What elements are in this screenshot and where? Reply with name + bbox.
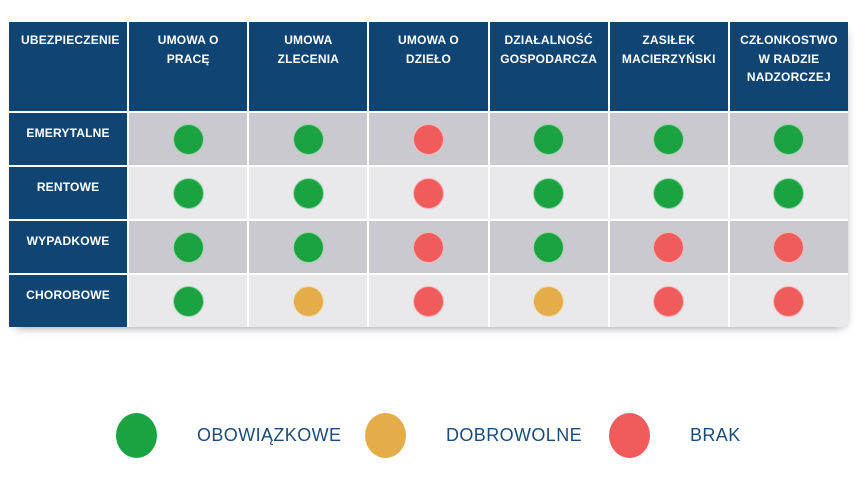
- status-dot-brak: [412, 285, 444, 317]
- cell-chorobowe-col6: [729, 275, 848, 327]
- status-dot-obowiazkowe: [773, 123, 805, 155]
- row-header-wypadkowe: WYPADKOWE: [9, 221, 128, 273]
- cell-emerytalne-col6: [729, 113, 848, 165]
- cell-rentowe-col5: [609, 167, 728, 219]
- column-header-5: ZASIŁEK MACIERZYŃSKI: [609, 22, 728, 111]
- status-dot-obowiazkowe: [653, 177, 685, 209]
- status-dot-obowiazkowe: [292, 231, 324, 263]
- column-header-3: UMOWA O DZIEŁO: [369, 22, 488, 111]
- row-header-emerytalne: EMERYTALNE: [9, 113, 128, 165]
- cell-chorobowe-col1: [129, 275, 248, 327]
- cell-chorobowe-col3: [369, 275, 488, 327]
- cell-wypadkowe-col5: [609, 221, 728, 273]
- legend-dot-brak: [609, 412, 650, 458]
- status-dot-dobrowolne: [292, 285, 324, 317]
- status-dot-obowiazkowe: [172, 285, 204, 317]
- status-dot-brak: [653, 285, 685, 317]
- legend-label-dobrowolne: DOBROWOLNE: [446, 424, 583, 445]
- legend-item-obowiazkowe: OBOWIĄZKOWE: [116, 412, 341, 458]
- cell-rentowe-col2: [249, 167, 368, 219]
- status-dot-obowiazkowe: [172, 123, 204, 155]
- row-header-rentowe: RENTOWE: [9, 167, 128, 219]
- status-dot-brak: [773, 285, 805, 317]
- column-header-4: DZIAŁALNOŚĆ GOSPODARCZA: [489, 22, 608, 111]
- cell-rentowe-col3: [369, 167, 488, 219]
- cell-rentowe-col6: [729, 167, 848, 219]
- cell-chorobowe-col4: [489, 275, 608, 327]
- legend-dot-obowiazkowe: [116, 412, 157, 458]
- legend-label-obowiazkowe: OBOWIĄZKOWE: [197, 424, 342, 445]
- status-dot-obowiazkowe: [773, 177, 805, 209]
- status-dot-obowiazkowe: [533, 231, 565, 263]
- cell-wypadkowe-col2: [249, 221, 368, 273]
- legend-item-dobrowolne: DOBROWOLNE: [365, 412, 582, 458]
- legend-dot-dobrowolne: [365, 412, 406, 458]
- status-dot-brak: [773, 231, 805, 263]
- cell-rentowe-col4: [489, 167, 608, 219]
- status-dot-dobrowolne: [533, 285, 565, 317]
- legend-item-brak: BRAK: [609, 412, 741, 458]
- cell-emerytalne-col3: [369, 113, 488, 165]
- cell-chorobowe-col5: [609, 275, 728, 327]
- status-dot-obowiazkowe: [533, 177, 565, 209]
- cell-emerytalne-col5: [609, 113, 728, 165]
- status-dot-obowiazkowe: [172, 231, 204, 263]
- row-header-chorobowe: CHOROBOWE: [9, 275, 128, 327]
- status-dot-brak: [653, 231, 685, 263]
- status-dot-obowiazkowe: [172, 177, 204, 209]
- legend: OBOWIĄZKOWE DOBROWOLNE BRAK: [0, 412, 866, 460]
- table-corner-header: UBEZPIECZENIE: [9, 22, 128, 111]
- legend-label-brak: BRAK: [690, 424, 741, 445]
- cell-wypadkowe-col1: [129, 221, 248, 273]
- status-dot-obowiazkowe: [292, 123, 324, 155]
- cell-chorobowe-col2: [249, 275, 368, 327]
- cell-emerytalne-col2: [249, 113, 368, 165]
- column-header-2: UMOWA ZLECENIA: [249, 22, 368, 111]
- column-header-6: CZŁONKOSTWO W RADZIE NADZORCZEJ: [729, 22, 848, 111]
- cell-rentowe-col1: [129, 167, 248, 219]
- insurance-matrix-table: UBEZPIECZENIE UMOWA O PRACĘ UMOWA ZLECENI…: [9, 22, 848, 327]
- status-dot-obowiazkowe: [533, 123, 565, 155]
- status-dot-brak: [412, 231, 444, 263]
- cell-wypadkowe-col6: [729, 221, 848, 273]
- cell-wypadkowe-col3: [369, 221, 488, 273]
- status-dot-obowiazkowe: [292, 177, 324, 209]
- cell-wypadkowe-col4: [489, 221, 608, 273]
- cell-emerytalne-col1: [129, 113, 248, 165]
- column-header-1: UMOWA O PRACĘ: [129, 22, 248, 111]
- cell-emerytalne-col4: [489, 113, 608, 165]
- status-dot-obowiazkowe: [653, 123, 685, 155]
- status-dot-brak: [412, 177, 444, 209]
- status-dot-brak: [412, 123, 444, 155]
